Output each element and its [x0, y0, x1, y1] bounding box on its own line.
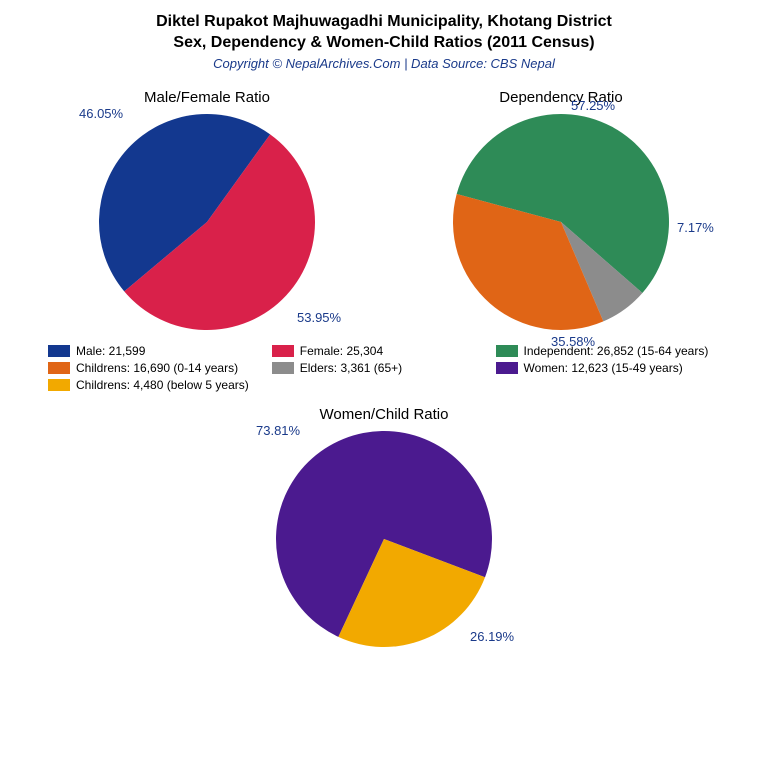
- top-charts-row: Male/Female Ratio 46.05%53.95% Dependenc…: [0, 89, 768, 332]
- main-title-line2: Sex, Dependency & Women-Child Ratios (20…: [0, 33, 768, 54]
- legend-swatch: [496, 362, 518, 374]
- legend-swatch: [48, 345, 70, 357]
- subtitle: Copyright © NepalArchives.Com | Data Sou…: [0, 56, 768, 71]
- legend-text: Childrens: 4,480 (below 5 years): [76, 378, 249, 392]
- legend-swatch: [272, 362, 294, 374]
- legend-item: Male: 21,599: [48, 344, 272, 358]
- legend-swatch: [272, 345, 294, 357]
- chart3-title: Women/Child Ratio: [320, 406, 449, 423]
- chart-women-child: Women/Child Ratio 73.81%26.19%: [214, 406, 554, 649]
- bottom-chart-row: Women/Child Ratio 73.81%26.19%: [0, 406, 768, 649]
- chart-dependency: Dependency Ratio 57.25%7.17%35.58%: [391, 89, 731, 332]
- legend-item: Women: 12,623 (15-49 years): [496, 361, 720, 375]
- pie-pct-label: 57.25%: [571, 98, 615, 113]
- pie-pct-label: 73.81%: [256, 423, 300, 438]
- legend-swatch: [48, 362, 70, 374]
- title-block: Diktel Rupakot Majhuwagadhi Municipality…: [0, 0, 768, 71]
- legend-item: Childrens: 16,690 (0-14 years): [48, 361, 272, 375]
- main-title-line1: Diktel Rupakot Majhuwagadhi Municipality…: [0, 12, 768, 33]
- legend: Male: 21,599 Female: 25,304 Independent: 2…: [0, 332, 768, 392]
- legend-text: Women: 12,623 (15-49 years): [524, 361, 683, 375]
- chart1-pie: 46.05%53.95%: [97, 112, 317, 332]
- legend-text: Elders: 3,361 (65+): [300, 361, 402, 375]
- chart1-title: Male/Female Ratio: [144, 89, 270, 106]
- chart3-pie: 73.81%26.19%: [274, 429, 494, 649]
- legend-swatch: [48, 379, 70, 391]
- legend-item: Independent: 26,852 (15-64 years): [496, 344, 720, 358]
- legend-swatch: [496, 345, 518, 357]
- legend-text: Male: 21,599: [76, 344, 145, 358]
- legend-text: Childrens: 16,690 (0-14 years): [76, 361, 238, 375]
- chart-male-female: Male/Female Ratio 46.05%53.95%: [37, 89, 377, 332]
- legend-item: Childrens: 4,480 (below 5 years): [48, 378, 272, 392]
- pie-pct-label: 26.19%: [470, 629, 514, 644]
- pie-pct-label: 35.58%: [551, 334, 595, 349]
- legend-text: Female: 25,304: [300, 344, 383, 358]
- pie-pct-label: 46.05%: [79, 106, 123, 121]
- pie-pct-label: 7.17%: [677, 220, 714, 235]
- legend-item: Female: 25,304: [272, 344, 496, 358]
- legend-item: Elders: 3,361 (65+): [272, 361, 496, 375]
- pie-pct-label: 53.95%: [297, 310, 341, 325]
- chart2-pie: 57.25%7.17%35.58%: [451, 112, 671, 332]
